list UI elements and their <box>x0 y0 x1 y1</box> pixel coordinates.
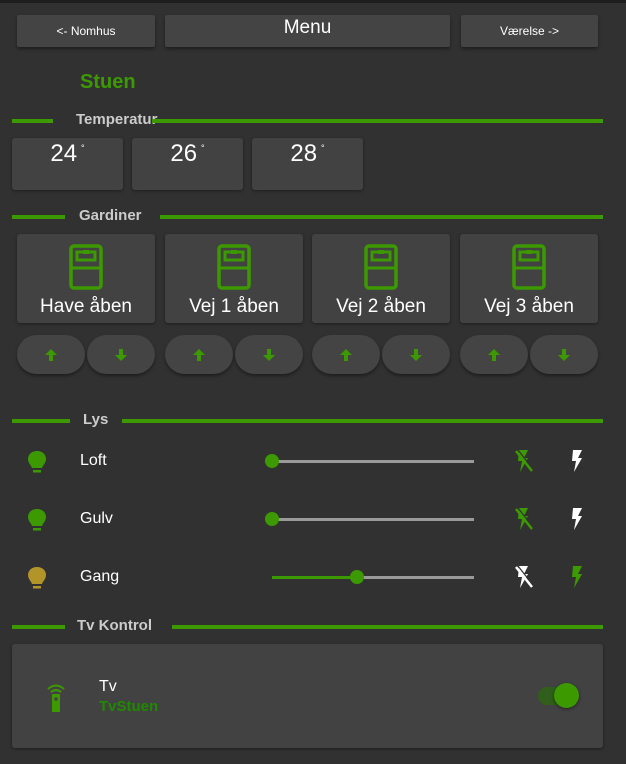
curtain-button[interactable]: Vej 1 åben <box>165 234 303 323</box>
arrow-down-icon <box>410 348 422 361</box>
curtain-down-button[interactable] <box>87 335 155 374</box>
dimmer-slider[interactable] <box>265 454 474 468</box>
light-on-icon[interactable] <box>568 507 588 531</box>
light-label: Gulv <box>80 510 113 527</box>
temp-value: 26 <box>170 140 198 167</box>
tv-toggle[interactable] <box>538 683 579 708</box>
slider-handle[interactable] <box>349 570 364 584</box>
section-title: Tv Kontrol <box>77 617 152 634</box>
curtain-button[interactable]: Vej 3 åben <box>460 234 598 323</box>
curtain-label: Vej 3 åben <box>484 296 574 317</box>
light-off-icon[interactable] <box>514 449 534 473</box>
tv-card: Tv TvStuen <box>12 644 603 748</box>
toggle-knob[interactable] <box>554 683 579 708</box>
bulb-icon <box>28 567 46 589</box>
light-on-icon[interactable] <box>568 565 588 589</box>
tv-name: Tv <box>99 678 117 695</box>
arrow-up-icon <box>45 348 57 361</box>
curtain-up-button[interactable] <box>165 335 233 374</box>
section-curtains: Gardiner <box>12 207 603 224</box>
slider-handle[interactable] <box>265 512 279 526</box>
remote-icon <box>47 684 65 712</box>
light-off-icon[interactable] <box>514 507 534 531</box>
curtain-button[interactable]: Vej 2 åben <box>312 234 450 323</box>
dimmer-slider[interactable] <box>265 512 474 526</box>
slider-handle[interactable] <box>265 454 279 468</box>
curtain-up-button[interactable] <box>17 335 85 374</box>
arrow-up-icon <box>340 348 352 361</box>
arrow-down-icon <box>263 348 275 361</box>
curtain-label: Vej 1 åben <box>189 296 279 317</box>
room-title: Stuen <box>80 71 136 93</box>
degree-unit: ° <box>81 143 85 153</box>
temp-button-3[interactable]: 28 ° <box>252 138 363 190</box>
dimmer-slider[interactable] <box>272 570 474 584</box>
temp-value: 24 <box>50 140 78 167</box>
curtain-up-button[interactable] <box>312 335 380 374</box>
light-label: Gang <box>80 568 120 585</box>
curtain-up-button[interactable] <box>460 335 528 374</box>
temp-button-2[interactable]: 26 ° <box>132 138 243 190</box>
section-title: Gardiner <box>79 207 142 224</box>
bulb-icon <box>28 451 46 473</box>
arrow-down-icon <box>558 348 570 361</box>
degree-unit: ° <box>201 143 205 153</box>
curtain-icon <box>69 244 103 290</box>
arrow-down-icon <box>115 348 127 361</box>
arrow-up-icon <box>488 348 500 361</box>
next-room-button[interactable]: Værelse -> <box>461 15 598 47</box>
section-temperature: Temperatur <box>12 111 603 128</box>
light-on-icon[interactable] <box>568 449 588 473</box>
menu-button[interactable]: Menu <box>165 15 450 47</box>
degree-unit: ° <box>321 143 325 153</box>
curtain-label: Have åben <box>40 296 132 317</box>
temp-button-1[interactable]: 24 ° <box>12 138 123 190</box>
top-border <box>0 0 626 3</box>
curtain-icon <box>512 244 546 290</box>
curtain-icon <box>364 244 398 290</box>
section-lights: Lys <box>12 411 603 428</box>
section-title: Temperatur <box>76 111 158 128</box>
curtain-down-button[interactable] <box>235 335 303 374</box>
tv-entity: TvStuen <box>99 698 159 715</box>
section-tv: Tv Kontrol <box>12 617 603 634</box>
section-title: Lys <box>83 411 109 428</box>
light-off-icon[interactable] <box>514 565 534 589</box>
curtain-icon <box>217 244 251 290</box>
bulb-icon <box>28 509 46 531</box>
curtain-down-button[interactable] <box>382 335 450 374</box>
prev-room-button[interactable]: <- Nomhus <box>17 15 155 47</box>
arrow-up-icon <box>193 348 205 361</box>
curtain-label: Vej 2 åben <box>336 296 426 317</box>
temp-value: 28 <box>290 140 318 167</box>
light-label: Loft <box>80 452 107 469</box>
curtain-down-button[interactable] <box>530 335 598 374</box>
curtain-button[interactable]: Have åben <box>17 234 155 323</box>
